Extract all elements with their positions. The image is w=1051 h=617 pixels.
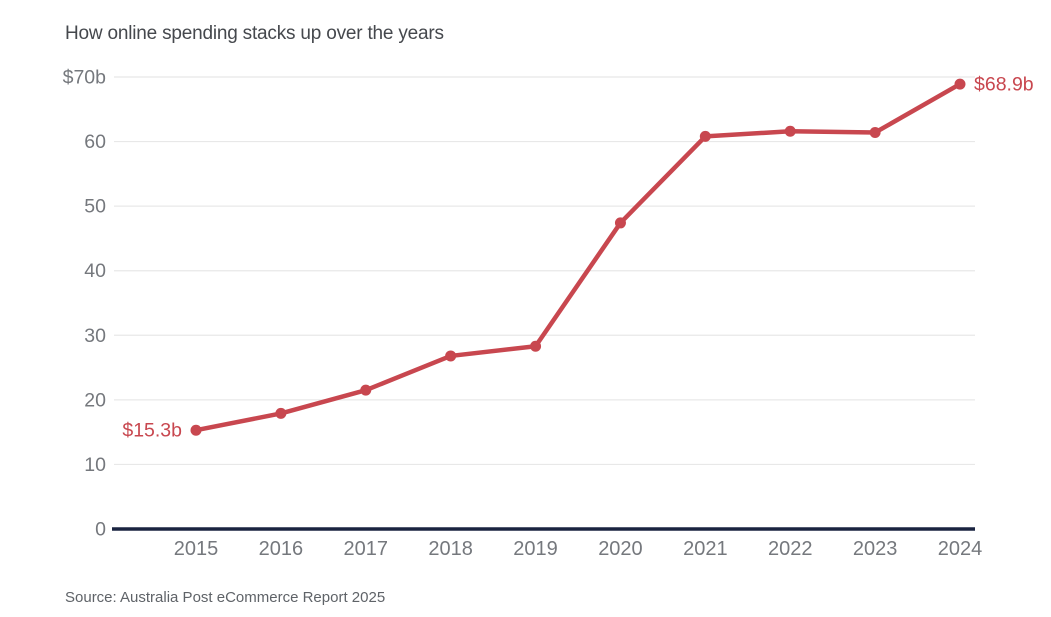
data-point-2016 [275, 407, 287, 419]
chart-title: How online spending stacks up over the y… [65, 23, 444, 44]
data-point-2023 [869, 127, 881, 139]
x-tick-label-2020: 2020 [598, 538, 643, 560]
point-annotation-2024: $68.9b [974, 74, 1034, 96]
data-point-2019 [530, 340, 542, 352]
data-point-2017 [360, 384, 372, 396]
data-point-2022 [784, 125, 796, 137]
x-tick-label-2022: 2022 [768, 538, 813, 560]
y-tick-label-40: 40 [84, 260, 106, 282]
y-tick-label-20: 20 [84, 389, 106, 411]
x-tick-label-2016: 2016 [259, 538, 304, 560]
x-tick-label-2023: 2023 [853, 538, 898, 560]
x-tick-label-2018: 2018 [428, 538, 473, 560]
data-point-2015 [190, 424, 202, 436]
x-tick-label-2021: 2021 [683, 538, 728, 560]
x-tick-label-2015: 2015 [174, 538, 219, 560]
y-tick-label-50: 50 [84, 196, 106, 218]
y-tick-label-30: 30 [84, 325, 106, 347]
y-tick-label-60: 60 [84, 131, 106, 153]
data-line [193, 81, 963, 433]
x-tick-label-2017: 2017 [344, 538, 389, 560]
point-annotation-2015: $15.3b [122, 420, 182, 442]
y-tick-label-0: 0 [95, 519, 106, 541]
data-point-2024 [954, 78, 966, 90]
y-tick-label-70: $70b [63, 67, 107, 89]
data-point-2020 [614, 217, 626, 229]
data-point-2018 [445, 350, 457, 362]
x-tick-label-2024: 2024 [938, 538, 983, 560]
x-tick-label-2019: 2019 [513, 538, 558, 560]
data-point-2021 [699, 130, 711, 142]
y-tick-label-10: 10 [84, 454, 106, 476]
chart-source: Source: Australia Post eCommerce Report … [65, 589, 386, 606]
